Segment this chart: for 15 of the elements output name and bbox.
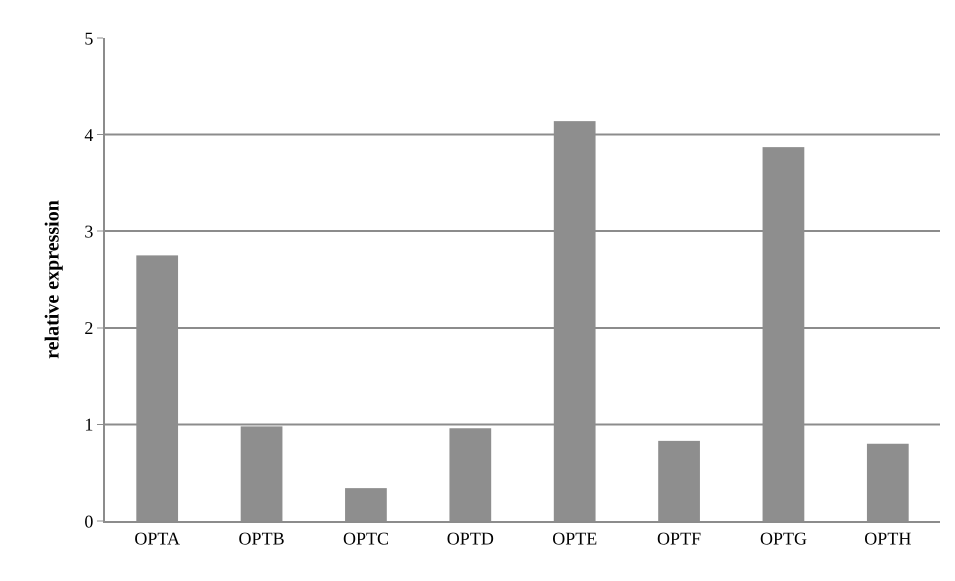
x-tick-label: OPTE	[552, 528, 598, 549]
x-tick-label: OPTF	[657, 528, 702, 549]
x-tick-label: OPTB	[238, 528, 285, 549]
y-tick-label: 0	[84, 511, 94, 532]
x-tick-label: OPTC	[342, 528, 389, 549]
y-tick-label: 5	[84, 28, 94, 48]
x-tick-label: OPTD	[446, 528, 494, 549]
x-tick-label: OPTH	[864, 528, 912, 549]
y-tick-label: 1	[84, 414, 94, 435]
y-axis-title: relative expression	[41, 200, 64, 359]
x-tick-label: OPTG	[760, 528, 807, 549]
y-tick-label: 4	[84, 124, 94, 145]
y-tick-label: 2	[84, 318, 94, 338]
x-tick-label: OPTA	[134, 528, 180, 549]
y-tick-label: 3	[84, 222, 94, 242]
